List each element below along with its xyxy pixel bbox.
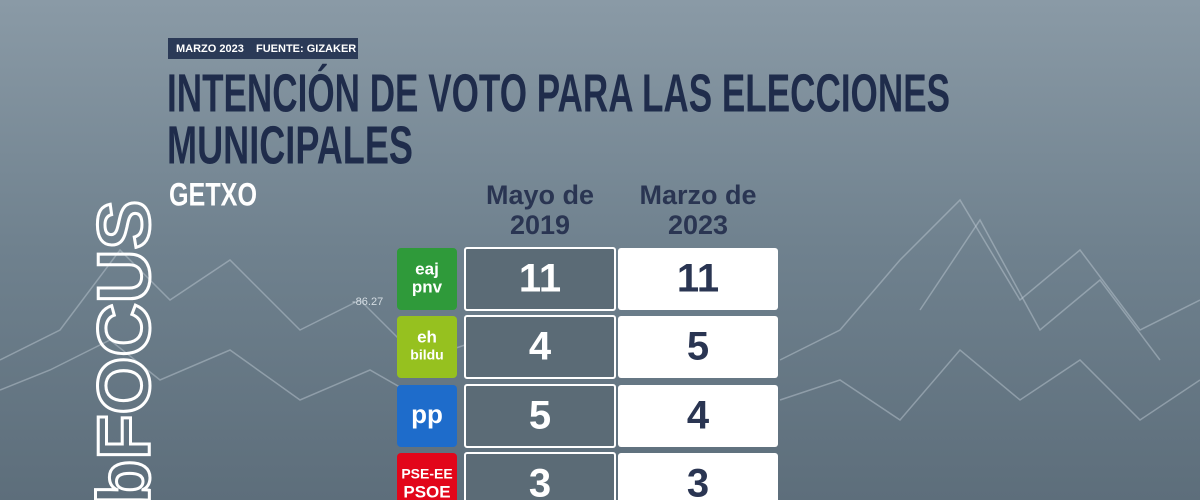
seat-count: 4 [529,325,552,369]
cell [464,247,616,311]
title-line: MUNICIPALES [167,115,413,175]
party-logo-text: pnv [412,277,443,296]
background-label: -86.27 [352,296,383,308]
party-logo [397,385,457,447]
seat-count: 3 [687,462,709,500]
seat-count: 11 [677,257,719,301]
party-logo [397,453,457,500]
date-label: MARZO 2023 [176,43,244,55]
seat-count: 4 [687,394,710,438]
municipality: GETXO [169,176,257,212]
column-header: 2019 [510,210,570,240]
title-line: INTENCIÓN DE VOTO PARA LAS ELECCIONES [167,63,950,123]
column-header: Marzo de [639,180,756,210]
cell [618,248,778,310]
column-header: Mayo de [486,180,594,210]
party-logo-text: pp [411,399,443,429]
party-logo-text: bildu [410,347,443,363]
party-logo [397,248,457,310]
seat-count: 5 [687,325,709,369]
brand-logo: bFOCUS [83,200,166,500]
cell [464,452,616,500]
source-tag [168,38,358,59]
party-logo-text: PSOE [403,482,450,500]
cell [618,385,778,447]
seat-count: 3 [529,462,551,500]
party-logo-text: eaj [415,259,439,278]
seat-count: 11 [519,257,561,301]
cell [464,384,616,448]
column-header: 2023 [668,210,728,240]
source-label: FUENTE: GIZAKER [256,43,356,55]
party-logo-text: eh [417,327,437,346]
party-logo [397,316,457,378]
party-logo-text: PSE-EE [401,466,452,482]
seat-count: 5 [529,394,551,438]
cell [618,453,778,500]
cell [464,315,616,379]
cell [618,316,778,378]
